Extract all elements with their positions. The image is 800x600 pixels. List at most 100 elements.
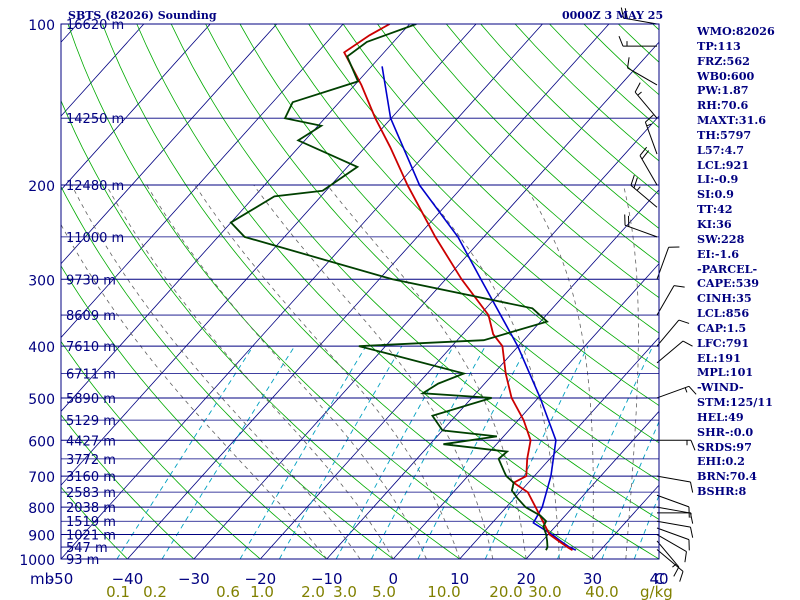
wind-barb [620, 7, 658, 25]
dry-adiabat-line [67, 24, 527, 559]
height-label: 1021 m [66, 529, 116, 544]
wind-barb-flag [679, 571, 684, 582]
wind-barb-half-flag [684, 387, 688, 393]
wind-barb-staff [623, 17, 658, 25]
wind-barb-flag [689, 481, 694, 493]
wind-barb-flag [627, 57, 630, 69]
pressure-label: 300 [28, 273, 55, 289]
wind-barb-flag [689, 512, 694, 524]
wind-barb-flag [639, 146, 648, 156]
wind-barb-flag [688, 385, 697, 395]
temperature-tick-label: −20 [245, 570, 277, 588]
mixing-ratio-tick-label: 0.6 [216, 583, 240, 600]
index-tt-42: TT:42 [697, 202, 733, 217]
wind-barb [656, 340, 693, 364]
height-label: 5129 m [66, 414, 116, 429]
wind-barb-column [618, 7, 697, 582]
plot-frame [60, 23, 660, 560]
wind-barb [624, 214, 658, 238]
moist-adiabat-line [146, 184, 427, 559]
height-label: 12480 m [66, 179, 124, 194]
wind-barb-half-flag [637, 91, 642, 96]
index-lcl-921: LCL:921 [697, 157, 750, 172]
moist-adiabat-line [418, 184, 560, 559]
index-ki-36: KI:36 [697, 216, 732, 231]
mixing-ratio-unit-label: g/kg [640, 583, 673, 600]
height-label: 8609 m [66, 309, 116, 324]
isotherm-line [392, 263, 659, 559]
index-frz-562: FRZ:562 [697, 53, 750, 68]
index-lfc-791: LFC:791 [697, 335, 750, 350]
pressure-label: 900 [28, 529, 55, 545]
wind-barb [656, 319, 690, 347]
height-label: 9730 m [66, 273, 116, 288]
mixing-ratio-tick-label: 2.0 [301, 583, 325, 600]
parcel-trace [381, 66, 577, 551]
mixing-ratio-tick-label: 0.2 [143, 583, 167, 600]
index-stm-125-11: STM:125/11 [697, 395, 773, 410]
dry-adiabat-line [136, 24, 659, 559]
wind-barb-staff [656, 319, 680, 347]
isotherm-line [61, 24, 145, 117]
wind-barb-staff [624, 224, 658, 238]
pressure-label: 800 [28, 501, 55, 517]
isotherm-line [61, 24, 344, 339]
height-label: 3160 m [66, 470, 116, 485]
wind-barb-flag [673, 285, 685, 288]
index-srds-97: SRDS:97 [697, 439, 752, 454]
wind-barb-staff [627, 67, 658, 86]
wind-barb [656, 285, 685, 316]
wind-barb [618, 35, 657, 47]
wind-barb [657, 512, 692, 518]
mixing-ratio-tick-label: 10.0 [427, 583, 460, 600]
temperature-tick-label: −40 [112, 570, 144, 588]
isotherm-line [61, 24, 211, 191]
wind-barb-staff [656, 534, 687, 552]
index-th-5797: TH:5797 [697, 127, 752, 142]
moist-adiabat-line [105, 184, 394, 559]
moist-adiabat-line [623, 185, 639, 559]
pressure-label: 1000 [19, 553, 55, 569]
wind-barb-flag [620, 7, 625, 19]
mixing-ratio-line [279, 345, 403, 559]
pressure-label: 400 [28, 340, 55, 356]
wind-barb-flag [641, 150, 650, 160]
isotherm-line [326, 189, 659, 559]
wind-barb [656, 534, 687, 563]
wind-barb [656, 527, 690, 551]
mixing-ratio-tick-label: 20.0 [489, 583, 522, 600]
pressure-label: 600 [28, 434, 55, 450]
index-cap-1-5: CAP:1.5 [697, 320, 747, 335]
wind-barb-flag [645, 114, 654, 123]
height-label: 7610 m [66, 340, 116, 355]
mixing-ratio-line [370, 345, 486, 559]
index-pw-1-87: PW:1.87 [697, 83, 749, 98]
mixing-ratio-line [239, 345, 367, 559]
wind-barb-staff [639, 155, 658, 186]
index-parcel: -PARCEL- [697, 261, 758, 276]
moist-adiabat-line [658, 555, 659, 559]
index-cape-539: CAPE:539 [697, 276, 760, 291]
wind-barb-staff [644, 121, 658, 155]
wind-barb-flag [673, 566, 680, 577]
wind-barb [656, 475, 694, 493]
height-label: 2038 m [66, 501, 116, 516]
isotherm-line [193, 41, 659, 559]
temperature-tick-label: 0 [388, 570, 398, 588]
index-bshr-8: BSHR:8 [697, 484, 747, 499]
temperature-tick-label: 20 [517, 570, 536, 588]
mixing-ratio-tick-label: 1.0 [250, 583, 274, 600]
wind-barb-flag [689, 527, 694, 538]
height-label: 11000 m [66, 231, 124, 246]
temperature-tick-label: −10 [311, 570, 343, 588]
wind-barb-flag [624, 8, 628, 19]
moist-adiabat-line [61, 223, 328, 559]
wind-barb-half-flag [636, 186, 641, 191]
wind-barb [644, 114, 658, 155]
wind-barb [656, 246, 680, 280]
temperature-tick-label: 30 [583, 570, 602, 588]
isotherm-line [61, 24, 278, 265]
temperature-trace [343, 24, 573, 551]
wind-barb-flag [684, 551, 687, 563]
wind-barb-staff [656, 494, 690, 508]
